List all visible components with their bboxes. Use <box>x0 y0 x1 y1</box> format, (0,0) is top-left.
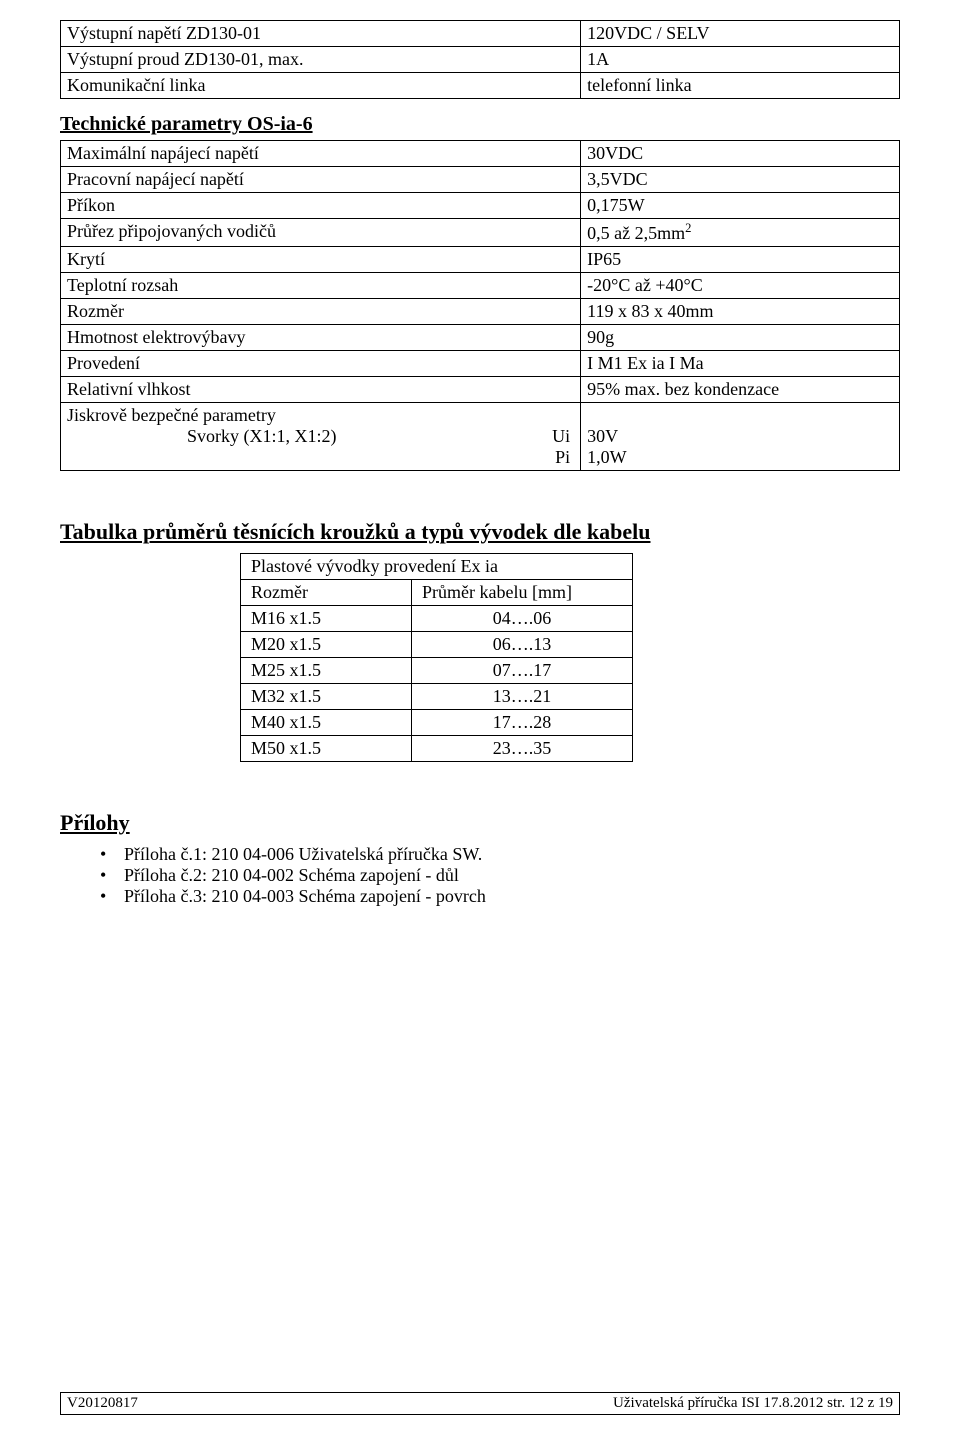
jiskrove-values: 30V1,0W <box>581 403 900 471</box>
footer-left: V20120817 <box>67 1395 138 1412</box>
param-value: -20°C až +40°C <box>581 273 900 299</box>
footer-right: Uživatelská příručka ISI 17.8.2012 str. … <box>613 1395 893 1412</box>
cable-diameter: 13….21 <box>412 684 633 710</box>
attachments-list: Příloha č.1: 210 04-006 Uživatelská přír… <box>100 844 900 907</box>
table-row: Plastové vývodky provedení Ex ia <box>241 554 633 580</box>
param-value: 120VDC / SELV <box>581 21 900 47</box>
ui-value: 30V <box>587 426 893 447</box>
param-label: Hmotnost elektrovýbavy <box>61 325 581 351</box>
param-value: 0,175W <box>581 193 900 219</box>
cable-size: M25 x1.5 <box>241 658 412 684</box>
cable-col-header: Průměr kabelu [mm] <box>412 580 633 606</box>
tech-params-title: Technické parametry OS-ia-6 <box>60 113 900 136</box>
cable-size: M20 x1.5 <box>241 632 412 658</box>
output-spec-table: Výstupní napětí ZD130-01120VDC / SELVVýs… <box>60 20 900 99</box>
param-value: IP65 <box>581 247 900 273</box>
cable-table-caption: Plastové vývodky provedení Ex ia <box>241 554 633 580</box>
cable-size: M50 x1.5 <box>241 736 412 762</box>
param-label: Průřez připojovaných vodičů <box>61 219 581 247</box>
list-item: Příloha č.2: 210 04-002 Schéma zapojení … <box>100 865 900 886</box>
table-row: M32 x1.513….21 <box>241 684 633 710</box>
param-value: 0,5 až 2,5mm2 <box>581 219 900 247</box>
param-value: 1A <box>581 47 900 73</box>
param-value: 90g <box>581 325 900 351</box>
cable-diameter: 06….13 <box>412 632 633 658</box>
table-row: Výstupní napětí ZD130-01120VDC / SELV <box>61 21 900 47</box>
list-item: Příloha č.3: 210 04-003 Schéma zapojení … <box>100 886 900 907</box>
cable-table: Plastové vývodky provedení Ex iaRozměrPr… <box>240 553 633 762</box>
pi-value: 1,0W <box>587 447 893 468</box>
table-row: Průřez připojovaných vodičů0,5 až 2,5mm2 <box>61 219 900 247</box>
table-row: Komunikační linkatelefonní linka <box>61 73 900 99</box>
svorky-label: Svorky (X1:1, X1:2) <box>187 426 337 447</box>
table-row: Příkon0,175W <box>61 193 900 219</box>
param-value: I M1 Ex ia I Ma <box>581 351 900 377</box>
param-label: Výstupní proud ZD130-01, max. <box>61 47 581 73</box>
table-row: Teplotní rozsah-20°C až +40°C <box>61 273 900 299</box>
svorky-row: Svorky (X1:1, X1:2) Ui <box>67 426 574 447</box>
table-row: M20 x1.506….13 <box>241 632 633 658</box>
param-label: Rozměr <box>61 299 581 325</box>
param-label: Provedení <box>61 351 581 377</box>
param-label: Komunikační linka <box>61 73 581 99</box>
param-label: Pracovní napájecí napětí <box>61 167 581 193</box>
param-label: Relativní vlhkost <box>61 377 581 403</box>
table-row: M40 x1.517….28 <box>241 710 633 736</box>
param-label: Příkon <box>61 193 581 219</box>
param-value: 95% max. bez kondenzace <box>581 377 900 403</box>
cable-diameter: 04….06 <box>412 606 633 632</box>
table-row: Relativní vlhkost95% max. bez kondenzace <box>61 377 900 403</box>
jiskrove-label: Jiskrově bezpečné parametry <box>67 405 574 426</box>
table-row: M50 x1.523….35 <box>241 736 633 762</box>
table-row: Hmotnost elektrovýbavy90g <box>61 325 900 351</box>
page-footer: V20120817 Uživatelská příručka ISI 17.8.… <box>60 1392 900 1415</box>
table-row: Maximální napájecí napětí30VDC <box>61 141 900 167</box>
table-row: M25 x1.507….17 <box>241 658 633 684</box>
cable-size: M40 x1.5 <box>241 710 412 736</box>
param-value: telefonní linka <box>581 73 900 99</box>
param-label: Teplotní rozsah <box>61 273 581 299</box>
pi-label: Pi <box>67 447 574 468</box>
param-label: Maximální napájecí napětí <box>61 141 581 167</box>
table-row: Jiskrově bezpečné parametrySvorky (X1:1,… <box>61 403 900 471</box>
param-value: 3,5VDC <box>581 167 900 193</box>
param-value: 30VDC <box>581 141 900 167</box>
list-item: Příloha č.1: 210 04-006 Uživatelská přír… <box>100 844 900 865</box>
cable-size: M32 x1.5 <box>241 684 412 710</box>
table-row: Pracovní napájecí napětí3,5VDC <box>61 167 900 193</box>
cable-col-header: Rozměr <box>241 580 412 606</box>
table-row: Rozměr119 x 83 x 40mm <box>61 299 900 325</box>
attachments-title: Přílohy <box>60 810 900 836</box>
cable-diameter: 07….17 <box>412 658 633 684</box>
table-row: Výstupní proud ZD130-01, max.1A <box>61 47 900 73</box>
squared-suffix: 2 <box>685 221 691 235</box>
table-row: ProvedeníI M1 Ex ia I Ma <box>61 351 900 377</box>
page: Výstupní napětí ZD130-01120VDC / SELVVýs… <box>0 0 960 1445</box>
param-value: 119 x 83 x 40mm <box>581 299 900 325</box>
tech-params-table: Maximální napájecí napětí30VDCPracovní n… <box>60 140 900 471</box>
cable-diameter: 17….28 <box>412 710 633 736</box>
cable-diameter: 23….35 <box>412 736 633 762</box>
jiskrove-safe-params: Jiskrově bezpečné parametrySvorky (X1:1,… <box>61 403 581 471</box>
param-label: Krytí <box>61 247 581 273</box>
table-row: M16 x1.504….06 <box>241 606 633 632</box>
table-row: KrytíIP65 <box>61 247 900 273</box>
ui-label: Ui <box>552 426 574 447</box>
cable-table-title: Tabulka průměrů těsnících kroužků a typů… <box>60 519 900 545</box>
table-row: RozměrPrůměr kabelu [mm] <box>241 580 633 606</box>
param-label: Výstupní napětí ZD130-01 <box>61 21 581 47</box>
cable-size: M16 x1.5 <box>241 606 412 632</box>
